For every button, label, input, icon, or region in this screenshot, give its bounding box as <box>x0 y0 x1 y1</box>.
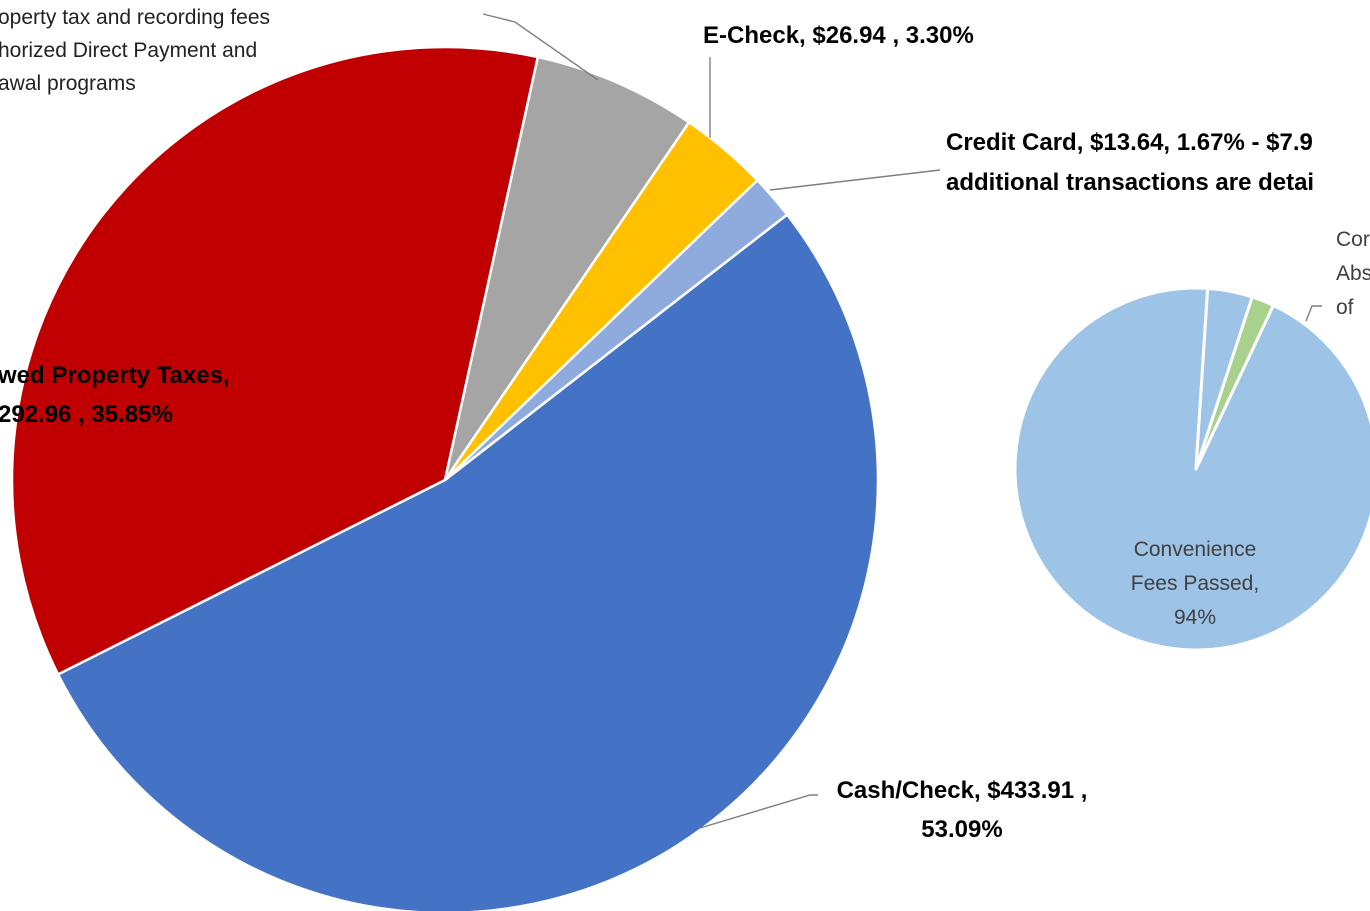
secondary-slice-convenience-fees-passed <box>1013 286 1370 652</box>
main-slice-credit-card <box>443 178 789 482</box>
main-label-cash-check: Cash/Check, $433.91 , 53.09% <box>837 777 1088 843</box>
secondary-label-convenience-fees-passed: Convenience Fees Passed, 94% <box>1131 538 1259 629</box>
main-pie-leader-lines <box>482 13 941 829</box>
main-label-property-taxes: wed Property Taxes, 292.96 , 35.85% <box>0 362 230 428</box>
main-label-credit-card: Credit Card, $13.64, 1.67% - $7.9 additio… <box>946 129 1314 196</box>
main-leader-line-2 <box>769 169 941 191</box>
main-pie <box>10 45 880 911</box>
main-pie-labels: Cash/Check, $433.91 , 53.09% wed Property … <box>0 6 1314 843</box>
main-label-e-check: E-Check, $26.94 , 3.30% <box>703 22 974 49</box>
secondary-pie-labels: Convenience Fees Passed, 94% Cor Abs of <box>1131 228 1370 629</box>
main-leader-line-4 <box>482 13 599 81</box>
main-leader-line-1 <box>699 794 818 829</box>
secondary-slice-slice-3 <box>1194 295 1275 471</box>
secondary-pie-leader-lines <box>1305 305 1322 322</box>
main-slice-cash-check <box>56 213 880 911</box>
main-label-slice-3: operty tax and recording fees horized Dir… <box>0 6 270 95</box>
secondary-pie <box>1013 286 1370 652</box>
main-slice-property-taxes <box>10 45 540 676</box>
secondary-leader-line-1 <box>1305 305 1322 322</box>
secondary-label-slice-2: Cor Abs of <box>1336 228 1370 319</box>
main-slice-slice-3 <box>443 55 691 482</box>
